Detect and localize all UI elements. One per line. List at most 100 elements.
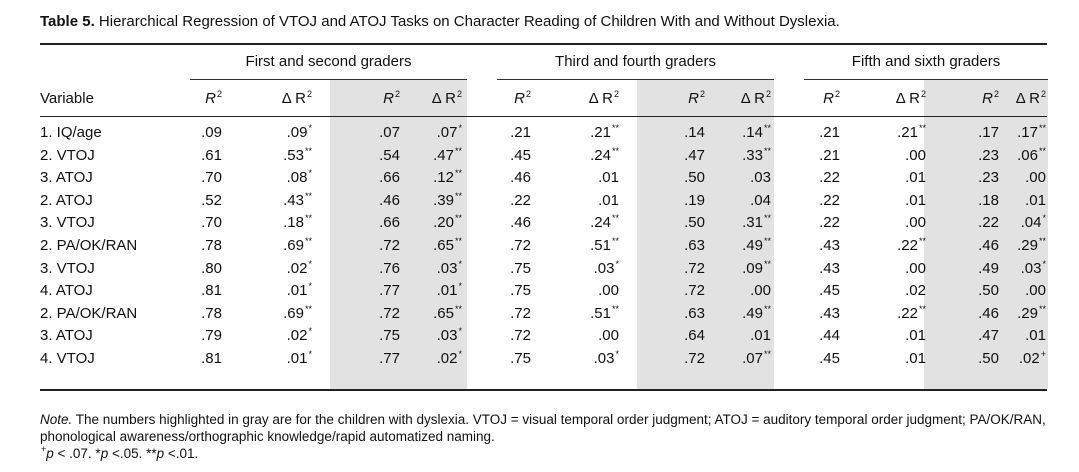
table-cell: .47 (978, 327, 999, 345)
table-cell: .51** (590, 236, 619, 255)
table-cell: .46 (978, 305, 999, 323)
table-cell: .03* (436, 326, 462, 345)
table-cell: .18** (283, 213, 312, 232)
table-cell: .06** (1017, 145, 1046, 164)
table-cell: .72 (379, 237, 400, 255)
table-cell: .46 (379, 192, 400, 210)
cell-value: .18 (283, 214, 304, 232)
cell-value: .22 (819, 214, 840, 232)
r2-header: R2 (383, 90, 400, 108)
header-label: R (823, 90, 834, 107)
cell-value: .01 (286, 282, 308, 300)
header-superscript: 2 (216, 89, 222, 99)
group-rule-2 (497, 79, 774, 80)
table-cell: .43** (283, 190, 312, 209)
cell-value: .65 (433, 237, 454, 254)
cell-value: .22 (819, 169, 840, 187)
note-sig-plus: < .07. * (53, 446, 101, 461)
cell-value: .01 (750, 327, 771, 345)
table-cell: .14** (742, 123, 771, 142)
header-label: R (514, 90, 525, 107)
table-cell: .49 (978, 260, 999, 278)
cell-value: .46 (379, 191, 400, 209)
group-header-2: Third and fourth graders (555, 53, 716, 70)
table-cell: .19 (684, 192, 705, 210)
table-cell: .14 (684, 124, 705, 142)
table-cell: .75 (510, 350, 531, 368)
note-sig-one: <.05. ** (108, 446, 157, 461)
row-variable: 2. PA/OK/RAN (40, 237, 138, 254)
cell-value: .49 (742, 237, 763, 254)
table-cell: .44 (819, 327, 840, 345)
cell-value: .01 (905, 350, 926, 367)
table-cell: .46 (510, 214, 531, 232)
header-label: Δ R (431, 90, 456, 107)
cell-value: .01 (905, 327, 926, 345)
header-label: R (383, 90, 394, 107)
cell-value: .50 (684, 169, 705, 187)
cell-value: .69 (283, 304, 304, 322)
cell-value: .44 (819, 327, 840, 345)
table-cell: .50 (978, 282, 999, 300)
header-superscript: 2 (456, 89, 462, 99)
header-superscript: 2 (993, 89, 999, 99)
header-superscript: 2 (699, 89, 705, 99)
table-cell: .52 (201, 192, 222, 210)
cell-value: .21 (590, 124, 611, 141)
table-cell: .22** (897, 236, 926, 255)
table-cell: .21** (590, 123, 619, 142)
table-cell: .21 (819, 147, 840, 165)
cell-value: .01 (598, 191, 619, 209)
table-cell: .39** (433, 190, 462, 209)
delta-r2-header: Δ R2 (741, 90, 771, 108)
header-label: R (688, 90, 699, 107)
cell-value: .03 (593, 350, 615, 367)
table-cell: .70 (201, 169, 222, 187)
cell-value: .72 (684, 259, 705, 277)
cell-value: .14 (742, 124, 763, 141)
table-cell: .01 (905, 192, 926, 210)
table-cell: .02+ (1018, 349, 1046, 368)
delta-r2-header: Δ R2 (1016, 90, 1046, 108)
table-cell: .50 (684, 169, 705, 187)
header-rule (40, 116, 1047, 117)
cell-value: .00 (905, 146, 926, 164)
table-title: Hierarchical Regression of VTOJ and ATOJ… (98, 13, 840, 30)
row-variable: 3. VTOJ (40, 214, 95, 232)
cell-value: .00 (598, 282, 619, 300)
header-superscript: 2 (306, 89, 312, 99)
delta-r2-header: Δ R2 (896, 90, 926, 108)
header-superscript: 2 (765, 89, 771, 99)
table-cell: .43 (819, 237, 840, 255)
cell-value: .07 (436, 124, 458, 141)
group-rule-3 (804, 79, 1048, 80)
table-cell: .51** (590, 303, 619, 322)
header-label: R (982, 90, 993, 107)
table-cell: .54 (379, 147, 400, 165)
cell-value: .49 (978, 259, 999, 277)
cell-value: .72 (510, 327, 531, 345)
cell-value: .29 (1017, 304, 1038, 322)
table-cell: .09 (201, 124, 222, 142)
table-cell: .12** (433, 168, 462, 187)
table-cell: .01 (905, 350, 926, 368)
cell-value: .72 (510, 237, 531, 254)
table-cell: .76 (379, 260, 400, 278)
table-cell: .02* (436, 349, 462, 368)
row-variable: 3. ATOJ (40, 169, 93, 187)
table-cell: .03* (436, 258, 462, 277)
note-p-1: p (46, 446, 54, 461)
cell-value: .70 (201, 169, 222, 187)
cell-value: .31 (742, 214, 763, 232)
table-cell: .43 (819, 260, 840, 278)
table-cell: .02* (286, 258, 312, 277)
cell-value: .49 (742, 304, 763, 322)
header-superscript: 2 (1040, 89, 1046, 99)
cell-value: .00 (598, 327, 619, 345)
table-cell: .31** (742, 213, 771, 232)
table-cell: .03 (750, 169, 771, 187)
cell-value: .01 (1025, 327, 1046, 345)
cell-value: .07 (742, 350, 763, 367)
cell-value: .14 (684, 124, 705, 141)
table-cell: .09* (286, 123, 312, 142)
